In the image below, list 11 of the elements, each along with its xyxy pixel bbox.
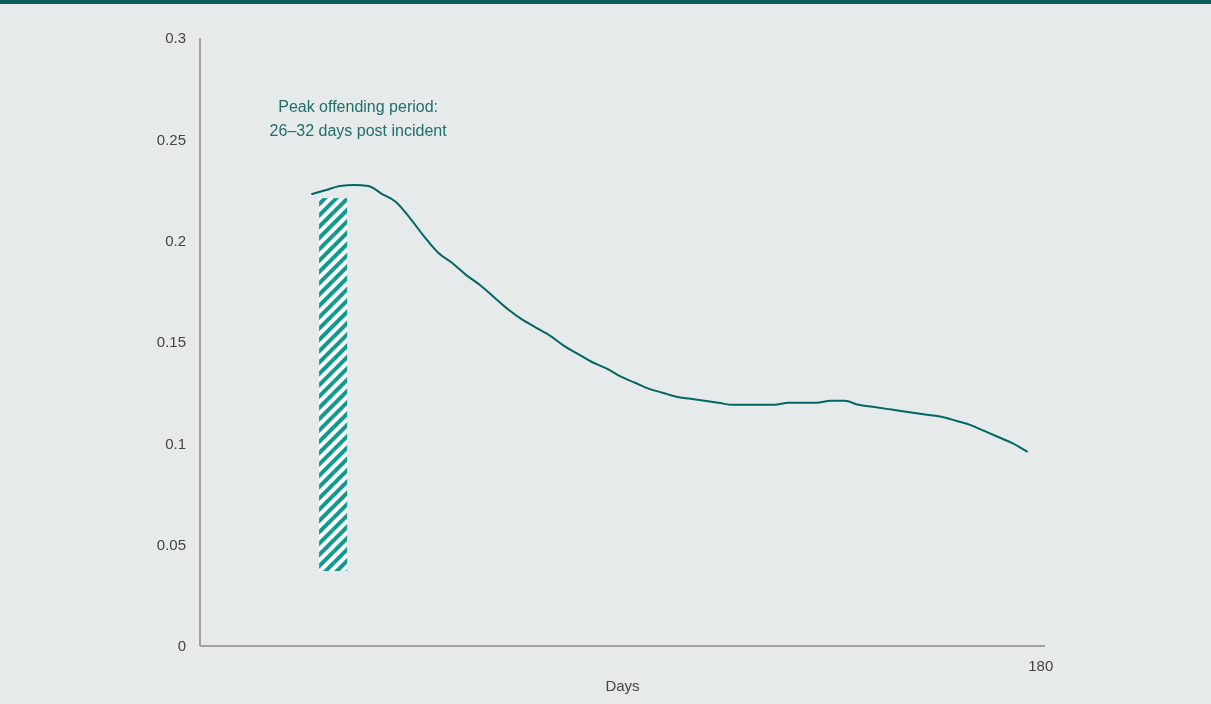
y-tick-label: 0.2 (165, 231, 186, 249)
y-tick-label: 0.1 (165, 434, 186, 452)
y-tick-label: 0.05 (156, 535, 186, 553)
y-tick-label: 0 (177, 637, 186, 655)
annotation: Peak offending period: 26–32 days post incident (269, 98, 448, 139)
line-series (311, 183, 1028, 453)
x-tick-label: 180 (1028, 657, 1054, 675)
y-tick-label: 0.15 (156, 333, 186, 351)
y-tick-label: 0.25 (156, 130, 186, 148)
x-axis-title: Days (605, 677, 640, 694)
y-tick-label: 0.3 (165, 29, 186, 47)
